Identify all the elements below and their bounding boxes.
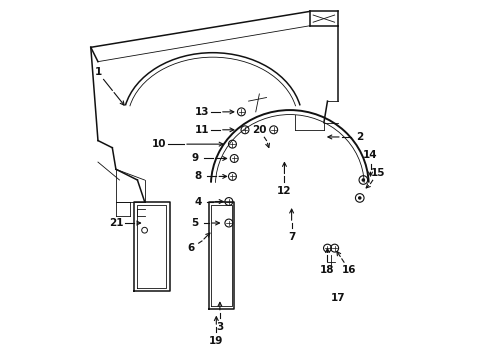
Text: 12: 12: [277, 186, 292, 196]
Text: 14: 14: [363, 150, 378, 160]
Text: 7: 7: [288, 232, 295, 242]
Circle shape: [358, 196, 362, 200]
Text: 11: 11: [195, 125, 209, 135]
Text: 1: 1: [95, 67, 101, 77]
Text: 5: 5: [191, 218, 198, 228]
Text: 13: 13: [195, 107, 209, 117]
Text: 16: 16: [342, 265, 356, 275]
Text: 17: 17: [331, 293, 345, 303]
Text: 3: 3: [216, 322, 223, 332]
Text: 6: 6: [188, 243, 195, 253]
Text: 2: 2: [356, 132, 364, 142]
Text: 21: 21: [109, 218, 123, 228]
Text: 4: 4: [195, 197, 202, 207]
Text: 10: 10: [152, 139, 166, 149]
Text: 20: 20: [252, 125, 267, 135]
Text: 18: 18: [320, 265, 335, 275]
Text: 9: 9: [191, 153, 198, 163]
Circle shape: [362, 178, 365, 182]
Text: 15: 15: [370, 168, 385, 178]
Text: 8: 8: [195, 171, 202, 181]
Text: 19: 19: [209, 336, 223, 346]
